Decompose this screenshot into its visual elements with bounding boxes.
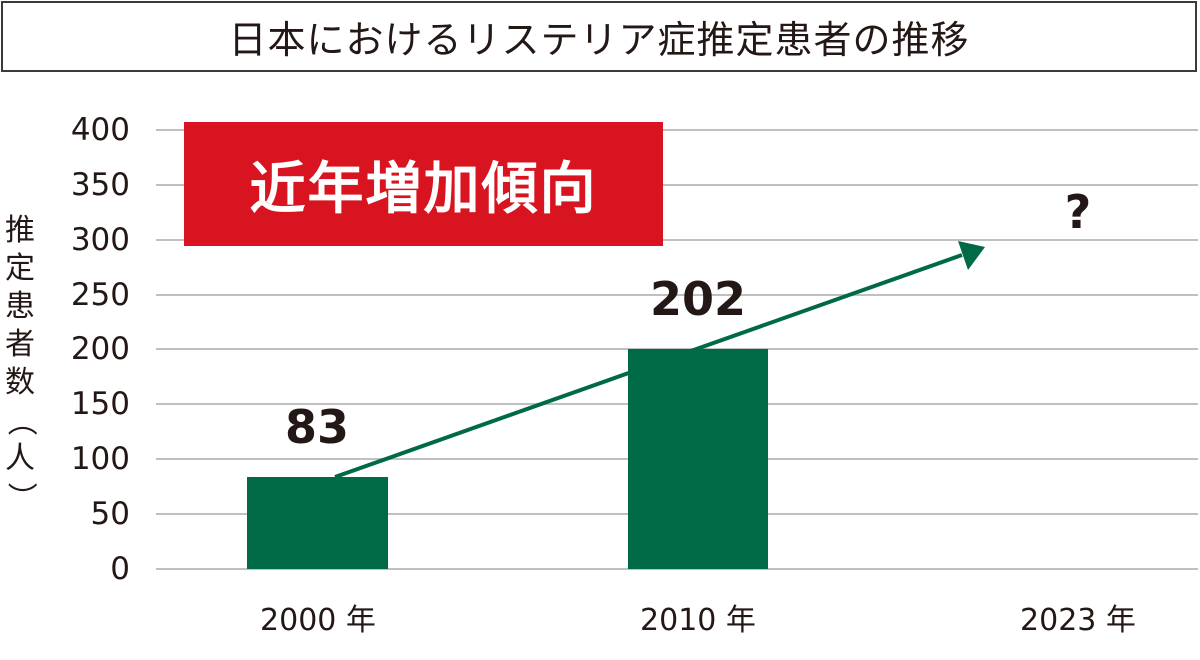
x-tick-2010: 2010 年 — [640, 603, 756, 638]
y-tick-200: 200 — [70, 331, 130, 367]
bar-2010 — [628, 349, 768, 569]
y-axis-label-char: 人 — [5, 441, 35, 476]
y-axis-label-char: 者 — [5, 327, 35, 362]
x-tick-2000: 2000 年 — [260, 603, 376, 638]
y-tick-300: 300 — [70, 222, 130, 258]
data-label-2000: 83 — [284, 400, 349, 454]
y-axis-label-char: 定 — [5, 251, 35, 286]
x-tick-2023: 2023 年 — [1020, 603, 1136, 638]
y-tick-350: 350 — [70, 167, 130, 203]
y-tick-0: 0 — [110, 551, 130, 587]
data-label-2010: 202 — [649, 272, 747, 326]
y-tick-50: 50 — [90, 496, 130, 532]
y-tick-250: 250 — [70, 277, 130, 313]
y-tick-100: 100 — [70, 441, 130, 477]
chart-title-box: 日本におけるリステリア症推定患者の推移 — [1, 1, 1197, 72]
y-axis-label-char: 推 — [5, 213, 35, 248]
y-tick-150: 150 — [70, 386, 130, 422]
y-axis-label: 推 定 患 者 数 （ 人 ） — [0, 212, 40, 516]
trend-arrow-icon — [334, 241, 985, 479]
chart-title: 日本におけるリステリア症推定患者の推移 — [228, 18, 970, 62]
y-tick-400: 400 — [70, 112, 130, 148]
y-axis-label-char: 数 — [5, 365, 35, 400]
data-label-2023-unknown: ? — [1064, 185, 1092, 239]
y-axis-label-char: 患 — [5, 289, 35, 324]
bar-2000 — [247, 477, 388, 569]
trend-badge: 近年増加傾向 — [184, 122, 663, 246]
trend-badge-text: 近年増加傾向 — [249, 156, 598, 222]
